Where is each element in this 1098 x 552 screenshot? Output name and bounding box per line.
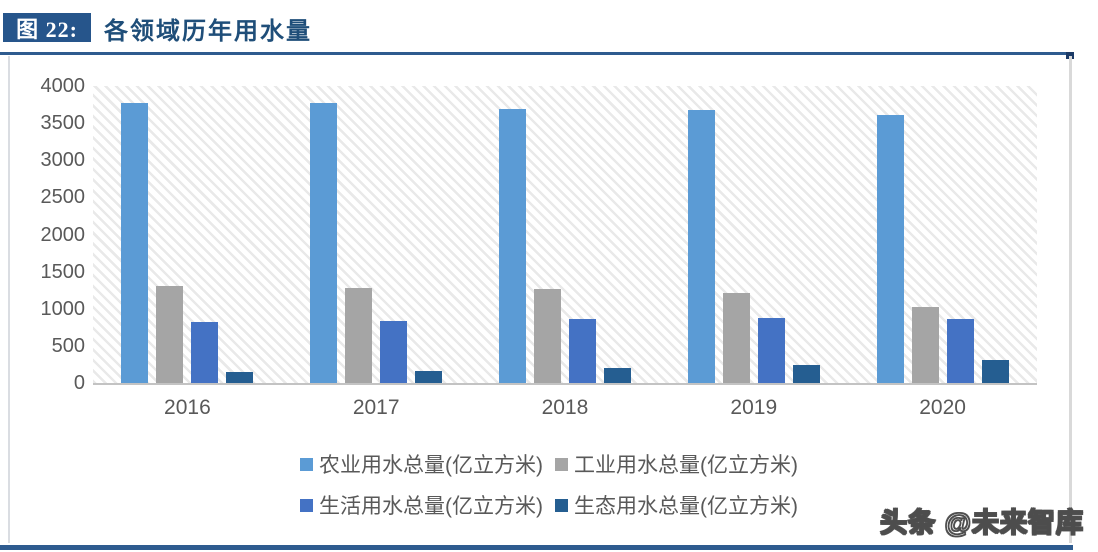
bar-series3-2020	[946, 318, 974, 383]
x-tick-label-2018: 2018	[541, 396, 589, 419]
legend-item-series1: 农业用水总量(亿立方米)	[300, 449, 543, 479]
legend-swatch-icon	[300, 498, 313, 512]
legend-label: 工业用水总量(亿立方米)	[574, 454, 798, 477]
x-axis-tick-labels: 2016 2017 2018 2019 2020	[93, 396, 1037, 420]
chart-title: 各领域历年用水量	[104, 19, 312, 45]
bar-group-2020	[848, 86, 1037, 383]
legend-swatch-icon	[555, 457, 568, 471]
bar-series2-2018	[533, 289, 561, 383]
bar-series2-2017	[345, 288, 373, 383]
bar-series1-2020	[876, 114, 904, 383]
bar-series2-2016	[156, 285, 184, 383]
y-tick-label: 1000	[40, 297, 86, 320]
y-tick-label: 1500	[40, 260, 86, 283]
bar-series3-2017	[380, 320, 408, 383]
bar-series4-2017	[415, 370, 443, 383]
bar-series3-2016	[191, 322, 219, 383]
bar-series4-2016	[226, 372, 254, 383]
bar-series3-2018	[568, 319, 596, 383]
legend-label: 生活用水总量(亿立方米)	[319, 495, 543, 518]
bar-series4-2019	[792, 364, 820, 383]
bar-series1-2016	[121, 103, 149, 383]
bar-series4-2020	[981, 360, 1009, 383]
bar-series2-2020	[911, 306, 939, 383]
bar-series4-2018	[603, 368, 631, 383]
header-rule-end-cap	[1066, 52, 1074, 59]
bar-group-2016	[93, 86, 282, 383]
plot-area	[93, 86, 1037, 383]
legend-row: 生活用水总量(亿立方米) 生态用水总量(亿立方米)	[0, 489, 1098, 521]
bar-series2-2019	[722, 292, 750, 383]
bar-group-2019	[659, 86, 848, 383]
legend-item-series2: 工业用水总量(亿立方米)	[555, 449, 798, 479]
x-tick-label-2019: 2019	[730, 396, 778, 419]
bottom-rule	[0, 545, 1073, 550]
legend-row: 农业用水总量(亿立方米) 工业用水总量(亿立方米)	[0, 448, 1098, 480]
x-tick-label-2016: 2016	[164, 396, 211, 419]
y-tick-label: 2000	[40, 223, 86, 246]
bar-series3-2019	[757, 318, 785, 383]
legend-item-series4: 生态用水总量(亿立方米)	[555, 490, 798, 520]
figure-label: 图 22:	[16, 16, 78, 42]
legend-item-series3: 生活用水总量(亿立方米)	[300, 490, 543, 520]
x-axis-line	[93, 383, 1037, 385]
x-tick-label-2020: 2020	[919, 396, 966, 419]
legend-swatch-icon	[555, 498, 568, 512]
y-tick-label: 2500	[40, 186, 86, 209]
bar-series1-2019	[687, 109, 715, 383]
x-tick-label-2017: 2017	[352, 396, 400, 419]
legend-label: 生态用水总量(亿立方米)	[574, 495, 798, 518]
legend-label: 农业用水总量(亿立方米)	[319, 454, 543, 477]
bar-group-2017	[282, 86, 471, 383]
chart-frame-right-border	[1069, 56, 1072, 543]
bar-series1-2017	[310, 103, 338, 383]
y-axis-tick-labels: 0 500 1000 1500 2000 2500 3000 3500 4000	[18, 76, 86, 393]
chart-frame-left-border	[8, 56, 10, 543]
bar-group-2018	[471, 86, 660, 383]
header-rule	[0, 52, 1066, 55]
bar-series1-2018	[498, 108, 526, 383]
chart-legend: 农业用水总量(亿立方米) 工业用水总量(亿立方米) 生活用水总量(亿立方米) 生态用水…	[0, 448, 1098, 521]
legend-swatch-icon	[300, 457, 313, 471]
figure-label-box: 图 22:	[3, 13, 91, 42]
y-tick-label: 0	[73, 372, 85, 394]
watermark-text: 头条 @未来智库	[879, 507, 1084, 538]
y-tick-label: 500	[51, 334, 85, 357]
y-tick-label: 3500	[40, 112, 86, 135]
y-tick-label: 4000	[40, 75, 86, 97]
y-tick-label: 3000	[40, 149, 86, 172]
